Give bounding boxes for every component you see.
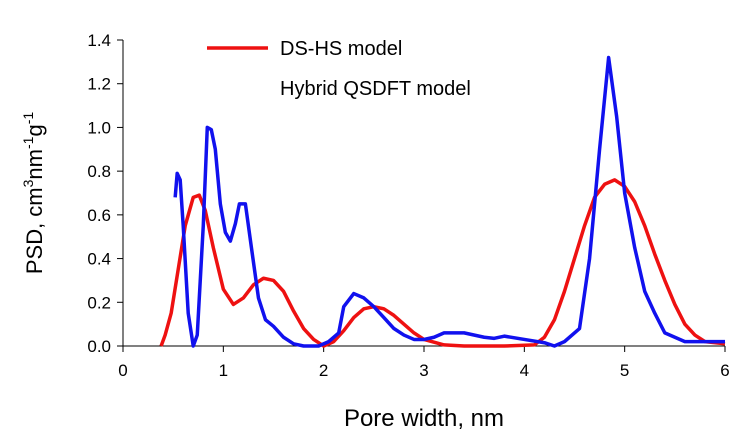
y-tick-label: 0.0 — [87, 337, 111, 356]
legend-label: Hybrid QSDFT model — [280, 78, 471, 100]
y-tick-label: 0.4 — [87, 250, 111, 269]
data-line — [173, 55, 725, 348]
x-axis-label: Pore width, nm — [344, 405, 504, 432]
y-axis-label-part: 3 — [20, 179, 36, 187]
legend-label: DS-HS model — [280, 38, 402, 60]
data-line — [159, 178, 726, 348]
y-tick-label: 0.6 — [87, 206, 111, 225]
y-axis-label-part: -1 — [20, 112, 36, 125]
y-tick-label: 0.2 — [87, 293, 111, 312]
y-axis-label: PSD, cm3nm-1g-1 — [20, 112, 47, 275]
x-tick-label: 3 — [419, 361, 428, 380]
x-tick-label: 4 — [520, 361, 529, 380]
y-axis-label-part: g — [22, 124, 47, 136]
x-tick-label: 2 — [319, 361, 328, 380]
y-tick-label: 0.8 — [87, 162, 111, 181]
y-tick-label: 1.2 — [87, 75, 111, 94]
x-tick-label: 6 — [720, 361, 729, 380]
y-axis-label-part: nm — [22, 149, 47, 180]
x-tick-label: 1 — [219, 361, 228, 380]
y-axis-label-part: -1 — [20, 136, 36, 149]
y-tick-label: 1.0 — [87, 118, 111, 137]
x-tick-label: 5 — [620, 361, 629, 380]
y-axis-label-part: PSD, cm — [22, 187, 47, 274]
x-tick-label: 0 — [118, 361, 127, 380]
y-tick-label: 1.4 — [87, 31, 111, 50]
